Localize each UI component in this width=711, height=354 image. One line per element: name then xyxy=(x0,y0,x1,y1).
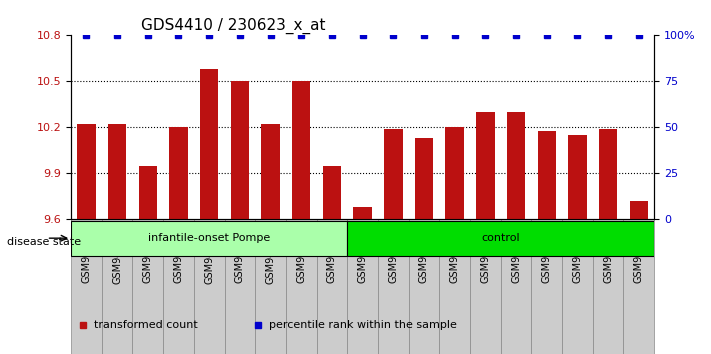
Bar xyxy=(476,112,495,219)
Bar xyxy=(286,219,316,354)
Bar xyxy=(71,219,102,354)
Bar xyxy=(624,219,654,354)
Text: infantile-onset Pompe: infantile-onset Pompe xyxy=(148,233,270,243)
Bar xyxy=(200,69,218,219)
Bar xyxy=(347,219,378,354)
Bar xyxy=(409,219,439,354)
Bar xyxy=(169,127,188,219)
Bar xyxy=(439,219,470,354)
Text: GDS4410 / 230623_x_at: GDS4410 / 230623_x_at xyxy=(141,18,326,34)
Bar xyxy=(230,81,249,219)
Bar xyxy=(194,219,225,354)
Bar xyxy=(446,127,464,219)
Bar xyxy=(568,135,587,219)
Bar xyxy=(378,219,409,354)
Bar xyxy=(323,166,341,219)
Bar xyxy=(384,129,402,219)
Bar xyxy=(599,129,617,219)
Text: transformed count: transformed count xyxy=(95,320,198,330)
Bar xyxy=(316,219,347,354)
Text: control: control xyxy=(481,233,520,243)
Bar xyxy=(225,219,255,354)
Bar xyxy=(292,81,311,219)
Bar xyxy=(531,219,562,354)
Bar xyxy=(262,124,279,219)
FancyBboxPatch shape xyxy=(347,222,654,256)
Bar xyxy=(501,219,531,354)
Bar xyxy=(538,131,556,219)
Bar xyxy=(139,166,157,219)
Bar xyxy=(132,219,163,354)
Text: percentile rank within the sample: percentile rank within the sample xyxy=(269,320,457,330)
Bar xyxy=(415,138,433,219)
Bar xyxy=(163,219,194,354)
FancyBboxPatch shape xyxy=(71,222,347,256)
Bar xyxy=(507,112,525,219)
Bar xyxy=(108,124,127,219)
Bar xyxy=(77,124,96,219)
Bar xyxy=(255,219,286,354)
Bar xyxy=(353,207,372,219)
Bar xyxy=(593,219,624,354)
Bar xyxy=(470,219,501,354)
Text: disease state: disease state xyxy=(7,238,81,247)
Bar xyxy=(562,219,593,354)
Bar xyxy=(629,201,648,219)
Bar xyxy=(102,219,132,354)
